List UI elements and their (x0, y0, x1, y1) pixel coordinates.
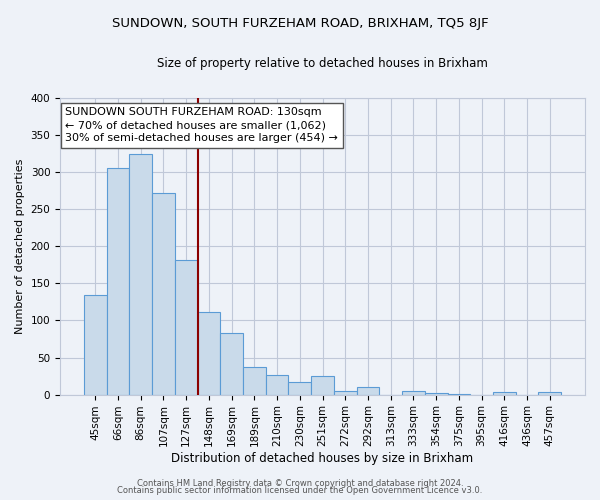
Bar (243, 367, 266, 394)
Bar (266, 374, 289, 394)
Text: SUNDOWN, SOUTH FURZEHAM ROAD, BRIXHAM, TQ5 8JF: SUNDOWN, SOUTH FURZEHAM ROAD, BRIXHAM, T… (112, 18, 488, 30)
Bar (130, 154, 152, 394)
Bar (289, 382, 311, 394)
Bar (107, 168, 130, 394)
Y-axis label: Number of detached properties: Number of detached properties (15, 158, 25, 334)
Bar (197, 312, 220, 394)
X-axis label: Distribution of detached houses by size in Brixham: Distribution of detached houses by size … (172, 452, 473, 465)
Text: Contains HM Land Registry data © Crown copyright and database right 2024.: Contains HM Land Registry data © Crown c… (137, 478, 463, 488)
Bar (152, 193, 175, 394)
Bar (311, 376, 334, 394)
Bar (220, 333, 243, 394)
Bar (84, 294, 107, 394)
Bar (356, 387, 379, 394)
Text: SUNDOWN SOUTH FURZEHAM ROAD: 130sqm
← 70% of detached houses are smaller (1,062): SUNDOWN SOUTH FURZEHAM ROAD: 130sqm ← 70… (65, 107, 338, 144)
Bar (493, 392, 515, 394)
Text: Contains public sector information licensed under the Open Government Licence v3: Contains public sector information licen… (118, 486, 482, 495)
Bar (175, 260, 197, 394)
Bar (538, 392, 561, 394)
Bar (402, 391, 425, 394)
Bar (425, 393, 448, 394)
Bar (334, 391, 356, 394)
Title: Size of property relative to detached houses in Brixham: Size of property relative to detached ho… (157, 58, 488, 70)
